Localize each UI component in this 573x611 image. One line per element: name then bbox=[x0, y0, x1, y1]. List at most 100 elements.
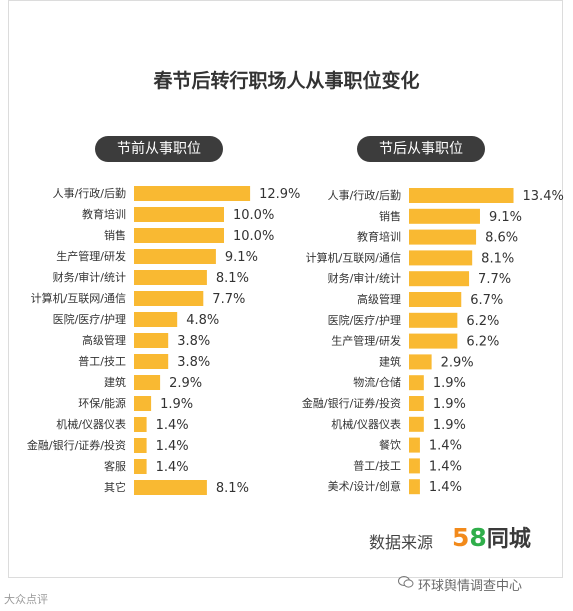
bar bbox=[134, 354, 169, 369]
infographic-card bbox=[8, 0, 563, 578]
bar bbox=[134, 270, 207, 285]
category-label: 机械/仪器仪表 bbox=[331, 417, 401, 431]
bar bbox=[409, 354, 432, 370]
category-label: 生产管理/研发 bbox=[331, 334, 401, 348]
bar bbox=[134, 186, 251, 201]
value-label: 3.8% bbox=[177, 334, 210, 349]
category-label: 高级管理 bbox=[357, 292, 401, 306]
category-label: 物流/仓储 bbox=[353, 375, 401, 389]
value-label: 2.9% bbox=[169, 376, 202, 391]
category-label: 财务/审计/统计 bbox=[53, 270, 126, 284]
value-label: 3.8% bbox=[177, 355, 210, 370]
bar bbox=[409, 229, 477, 245]
value-label: 13.4% bbox=[523, 189, 564, 204]
value-label: 8.1% bbox=[216, 481, 249, 496]
bar bbox=[409, 416, 424, 432]
value-label: 1.4% bbox=[156, 418, 189, 433]
category-label: 教育培训 bbox=[357, 230, 401, 244]
category-label: 金融/银行/证券/投资 bbox=[27, 438, 126, 452]
category-label: 客服 bbox=[104, 459, 126, 473]
category-label: 餐饮 bbox=[379, 438, 401, 452]
category-label: 教育培训 bbox=[82, 207, 126, 221]
value-label: 12.9% bbox=[259, 187, 300, 202]
left-panel-header: 节前从事职位 bbox=[95, 136, 223, 162]
value-label: 9.1% bbox=[225, 250, 258, 265]
watermark-left: 大众点评 bbox=[4, 593, 48, 606]
value-label: 10.0% bbox=[233, 229, 274, 244]
bar bbox=[134, 333, 169, 348]
chart-title: 春节后转行职场人从事职位变化 bbox=[153, 70, 420, 92]
category-label: 医院/医疗/护理 bbox=[328, 313, 401, 327]
category-label: 销售 bbox=[379, 209, 401, 223]
data-source-label: 数据来源 bbox=[369, 533, 434, 552]
value-label: 7.7% bbox=[212, 292, 245, 307]
category-label: 人事/行政/后勤 bbox=[328, 188, 401, 202]
value-label: 1.9% bbox=[433, 376, 466, 391]
value-label: 6.2% bbox=[466, 335, 499, 350]
bar bbox=[409, 208, 480, 224]
category-label: 高级管理 bbox=[82, 333, 126, 347]
bar bbox=[134, 438, 147, 453]
value-label: 1.9% bbox=[160, 397, 193, 412]
bar bbox=[409, 375, 424, 391]
bar bbox=[409, 250, 473, 266]
category-label: 美术/设计/创意 bbox=[328, 479, 401, 493]
bar bbox=[134, 312, 178, 327]
category-label: 普工/技工 bbox=[78, 354, 126, 368]
bar bbox=[409, 396, 424, 411]
value-label: 1.4% bbox=[156, 439, 189, 454]
bar bbox=[134, 375, 161, 390]
58-tongcheng-logo: 58同城 bbox=[452, 523, 531, 552]
value-label: 1.4% bbox=[429, 480, 462, 495]
bar bbox=[134, 417, 147, 432]
category-label: 普工/技工 bbox=[353, 458, 401, 472]
bar bbox=[134, 249, 216, 264]
category-label: 销售 bbox=[104, 228, 126, 242]
bar bbox=[409, 292, 462, 307]
category-label: 建筑 bbox=[379, 354, 401, 368]
bar bbox=[409, 188, 514, 203]
bar bbox=[409, 312, 458, 328]
bar bbox=[134, 207, 224, 222]
value-label: 9.1% bbox=[489, 210, 522, 225]
chart-panel-after: 人事/行政/后勤 13.4% 销售 9.1% 教育培训 8.6% 计算机/互联网/通信 8.1… bbox=[302, 188, 564, 495]
value-label: 8.1% bbox=[481, 251, 514, 266]
category-label: 金融/银行/证券/投资 bbox=[302, 396, 401, 410]
bar bbox=[409, 479, 420, 495]
category-label: 人事/行政/后勤 bbox=[53, 186, 126, 200]
value-label: 1.4% bbox=[429, 459, 462, 474]
value-label: 6.2% bbox=[466, 314, 499, 329]
bar bbox=[134, 459, 147, 474]
value-label: 1.4% bbox=[156, 460, 189, 475]
category-label: 财务/审计/统计 bbox=[328, 271, 401, 285]
bar bbox=[409, 458, 420, 474]
bar bbox=[134, 480, 207, 495]
value-label: 8.6% bbox=[485, 231, 518, 246]
value-label: 1.4% bbox=[429, 439, 462, 454]
category-label: 生产管理/研发 bbox=[56, 249, 126, 263]
bar bbox=[134, 291, 204, 306]
value-label: 1.9% bbox=[433, 418, 466, 433]
bar bbox=[409, 271, 470, 287]
category-label: 环保/能源 bbox=[78, 396, 126, 410]
category-label: 计算机/互联网/通信 bbox=[31, 291, 126, 305]
value-label: 4.8% bbox=[186, 313, 219, 328]
right-panel-header: 节后从事职位 bbox=[357, 136, 485, 162]
value-label: 10.0% bbox=[233, 208, 274, 223]
bar bbox=[134, 228, 224, 243]
category-label: 机械/仪器仪表 bbox=[56, 417, 126, 431]
value-label: 1.9% bbox=[433, 397, 466, 412]
value-label: 8.1% bbox=[216, 271, 249, 286]
bar bbox=[409, 437, 420, 453]
chart-panel-before: 人事/行政/后勤 12.9% 教育培训 10.0% 销售 10.0% 生产管理/研发 9.1%… bbox=[27, 186, 300, 496]
value-label: 7.7% bbox=[478, 272, 511, 287]
value-label: 2.9% bbox=[441, 355, 474, 370]
bar bbox=[134, 396, 152, 411]
value-label: 6.7% bbox=[470, 293, 503, 308]
category-label: 其它 bbox=[104, 480, 126, 494]
watermark-right: 环球舆情调查中心 bbox=[418, 579, 523, 594]
category-label: 建筑 bbox=[104, 375, 126, 389]
category-label: 医院/医疗/护理 bbox=[53, 312, 126, 326]
wechat-icon bbox=[398, 576, 414, 588]
